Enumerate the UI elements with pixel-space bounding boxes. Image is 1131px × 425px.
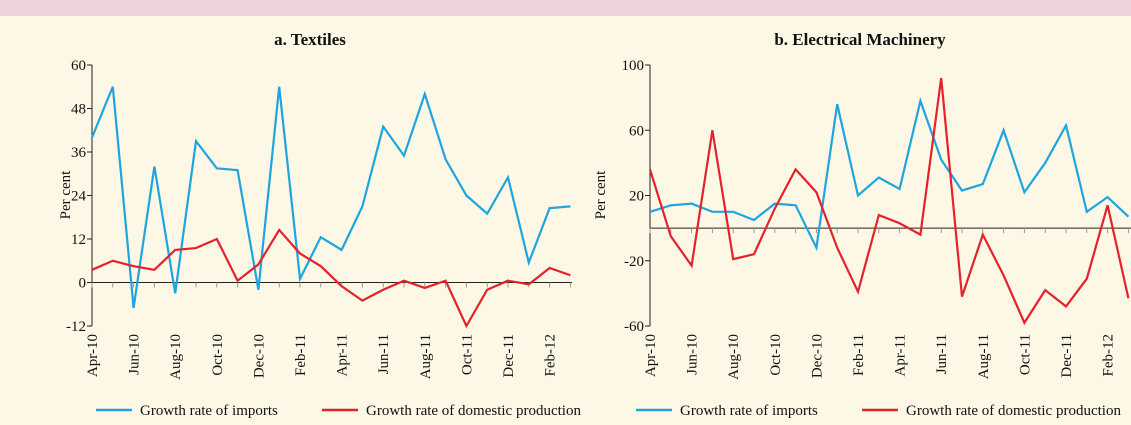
y-tick-label: 36 [71,145,87,161]
x-tick-label: Apr-10 [643,334,659,377]
y-tick-label: 60 [71,58,86,74]
x-tick-label: Feb-11 [293,334,309,376]
series-line [649,96,1130,252]
legend-label: Growth rate of imports [140,403,278,419]
legend-label: Growth rate of domestic production [366,403,581,419]
chart-title: b. Electrical Machinery [774,30,946,49]
x-tick-label: Jun-11 [376,334,392,374]
x-tick-label: Oct-11 [459,334,475,375]
x-tick-label: Oct-10 [768,334,784,376]
y-tick-label: -20 [624,254,644,270]
x-tick-label: Apr-11 [893,334,909,376]
x-tick-label: Aug-11 [976,334,992,379]
y-tick-label: 100 [622,58,645,74]
y-axis-label: Per cent [593,170,609,220]
y-tick-label: 0 [79,276,87,292]
x-tick-label: Aug-10 [726,334,742,380]
x-tick-label: Dec-11 [501,334,517,378]
x-tick-label: Feb-12 [543,334,559,377]
header-band [0,0,1131,16]
series-line [91,228,571,329]
x-tick-label: Apr-11 [335,334,351,376]
x-tick-label: Aug-10 [168,334,184,380]
y-tick-label: 60 [629,123,644,139]
legend-label: Growth rate of imports [680,403,818,419]
x-tick-label: Jun-10 [685,334,701,375]
x-tick-label: Oct-10 [210,334,226,376]
y-tick-label: 12 [71,232,86,248]
chart-title: a. Textiles [274,30,346,49]
y-tick-label: 24 [71,189,87,205]
x-tick-label: Dec-10 [809,334,825,378]
x-tick-label: Dec-10 [251,334,267,378]
series-line [90,86,571,309]
y-axis-label: Per cent [58,170,74,220]
x-tick-label: Aug-11 [418,334,434,379]
y-tick-label: 20 [629,189,644,205]
x-tick-label: Feb-11 [851,334,867,376]
y-tick-label: 48 [71,102,86,118]
x-tick-label: Feb-12 [1101,334,1117,377]
y-tick-label: -12 [66,319,86,335]
legend-label: Growth rate of domestic production [906,403,1121,419]
x-tick-label: Oct-11 [1017,334,1033,375]
x-tick-label: Jun-10 [127,334,143,375]
x-tick-label: Jun-11 [934,334,950,374]
series-line [648,77,1130,326]
x-tick-label: Dec-11 [1059,334,1075,378]
y-tick-label: -60 [624,319,644,335]
x-tick-label: Apr-10 [85,334,101,377]
